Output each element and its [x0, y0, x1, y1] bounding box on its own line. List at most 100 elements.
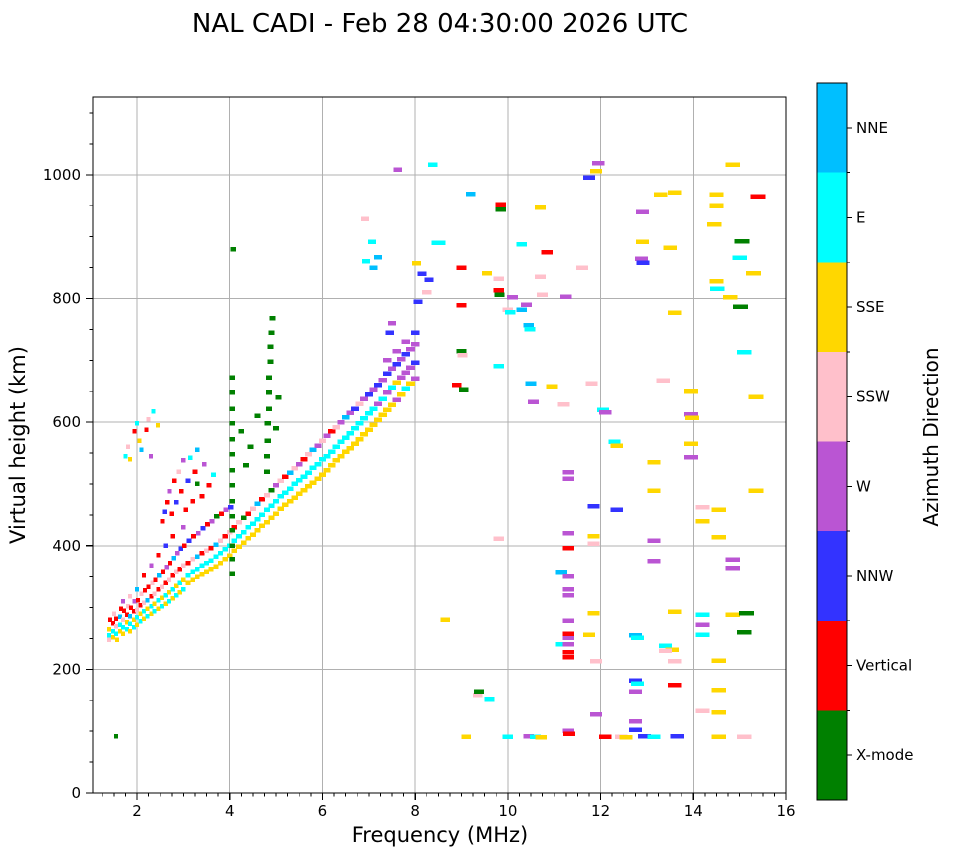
data-point — [107, 637, 112, 642]
data-point — [383, 390, 392, 395]
data-point — [162, 509, 167, 515]
data-point — [360, 416, 369, 421]
data-point — [191, 534, 196, 539]
data-point — [748, 488, 764, 493]
data-point — [163, 580, 168, 586]
y-tick-label: 400 — [52, 537, 81, 555]
data-point — [217, 550, 224, 556]
data-point — [165, 500, 170, 505]
data-point — [236, 520, 242, 525]
data-point — [332, 444, 341, 450]
data-point — [369, 265, 378, 270]
data-point — [387, 385, 397, 390]
data-point — [277, 478, 284, 484]
data-point — [229, 543, 235, 549]
data-point — [736, 734, 752, 740]
data-point — [183, 507, 189, 513]
data-point — [163, 601, 168, 607]
data-point — [516, 307, 528, 312]
data-point — [351, 406, 359, 411]
data-point — [157, 573, 162, 578]
data-point — [523, 322, 535, 328]
data-point — [145, 597, 150, 603]
data-point — [208, 566, 214, 572]
data-point — [711, 507, 726, 513]
data-point — [309, 465, 317, 471]
data-point — [332, 458, 341, 463]
data-point — [135, 622, 140, 628]
data-point — [170, 534, 175, 539]
data-point — [711, 734, 726, 740]
data-point — [667, 310, 682, 315]
data-point — [167, 489, 172, 494]
data-point — [146, 416, 151, 422]
data-point — [264, 421, 271, 426]
data-point — [337, 453, 345, 459]
data-point — [135, 615, 140, 620]
data-point — [153, 577, 158, 582]
data-point — [268, 330, 275, 335]
colorbar-tick-label: X-mode — [856, 746, 913, 764]
data-point — [383, 358, 392, 363]
data-point — [124, 620, 129, 625]
data-point — [128, 594, 133, 599]
data-point — [129, 605, 134, 610]
data-point — [670, 733, 684, 739]
data-point — [305, 452, 312, 457]
data-point — [495, 207, 507, 212]
data-point — [148, 453, 153, 459]
data-point — [223, 507, 229, 513]
data-point — [396, 392, 406, 397]
data-point — [314, 461, 322, 467]
data-point — [190, 498, 196, 504]
data-point — [305, 484, 312, 489]
data-point — [171, 478, 177, 484]
data-point — [562, 592, 574, 598]
data-point — [582, 632, 595, 638]
data-point — [656, 378, 670, 383]
data-point — [667, 659, 682, 664]
data-point — [587, 503, 600, 509]
data-point — [725, 612, 741, 618]
data-point — [266, 390, 273, 395]
data-point — [610, 443, 624, 448]
data-point — [733, 304, 748, 309]
data-point — [562, 531, 574, 536]
data-point — [286, 498, 294, 504]
data-point — [163, 543, 168, 549]
data-point — [185, 580, 191, 586]
colorbar-segment-nnw — [817, 531, 847, 622]
data-point — [222, 557, 228, 562]
data-point — [725, 557, 741, 563]
data-point — [309, 447, 317, 453]
data-point — [481, 270, 493, 276]
data-point — [647, 734, 661, 740]
data-point — [346, 410, 355, 416]
data-point — [286, 486, 294, 492]
data-point — [369, 387, 378, 393]
data-point — [222, 547, 228, 552]
data-point — [236, 534, 242, 539]
data-point — [122, 608, 127, 613]
data-point — [291, 466, 298, 471]
data-point — [181, 586, 186, 592]
x-tick-label: 8 — [410, 802, 420, 820]
data-point — [254, 528, 261, 533]
colorbar-tick-label: SSE — [856, 298, 885, 316]
colorbar: NNE E SSE SSW W NNW Vertical X-mode — [816, 82, 913, 801]
data-point — [222, 534, 228, 539]
data-point — [535, 735, 547, 740]
data-point — [167, 560, 173, 566]
data-point — [206, 482, 212, 488]
data-point — [456, 348, 467, 354]
data-point — [192, 469, 198, 474]
data-point — [436, 240, 446, 246]
data-point — [323, 468, 331, 473]
data-point — [107, 626, 112, 632]
y-tick-label: 0 — [71, 784, 81, 802]
x-tick-label: 2 — [132, 802, 142, 820]
data-point — [171, 555, 176, 561]
data-point — [534, 274, 546, 280]
data-point — [227, 553, 233, 558]
data-point — [236, 544, 242, 550]
